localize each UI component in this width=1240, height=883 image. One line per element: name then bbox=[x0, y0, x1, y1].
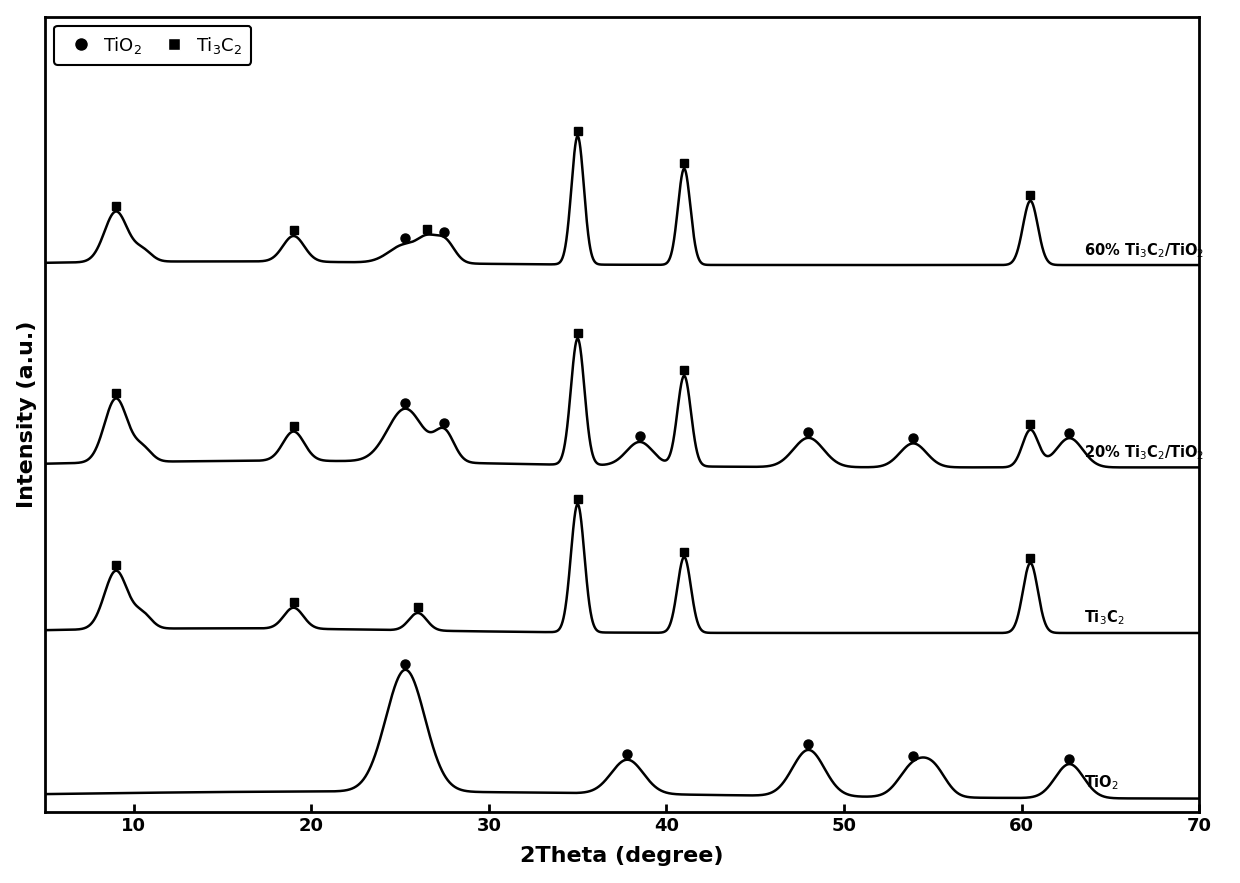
Text: TiO$_2$: TiO$_2$ bbox=[1084, 774, 1118, 792]
Text: Ti$_3$C$_2$: Ti$_3$C$_2$ bbox=[1084, 608, 1123, 628]
Text: 20% Ti$_3$C$_2$/TiO$_2$: 20% Ti$_3$C$_2$/TiO$_2$ bbox=[1084, 443, 1204, 462]
Legend: TiO$_2$, Ti$_3$C$_2$: TiO$_2$, Ti$_3$C$_2$ bbox=[55, 26, 252, 64]
Y-axis label: Intensity (a.u.): Intensity (a.u.) bbox=[16, 321, 37, 509]
X-axis label: 2Theta (degree): 2Theta (degree) bbox=[521, 846, 724, 866]
Text: 60% Ti$_3$C$_2$/TiO$_2$: 60% Ti$_3$C$_2$/TiO$_2$ bbox=[1084, 241, 1204, 260]
